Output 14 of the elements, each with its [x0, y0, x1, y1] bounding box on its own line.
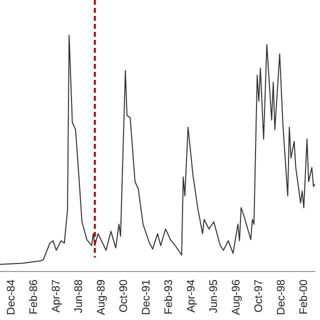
x-tick-label: Dec-84 — [5, 280, 18, 315]
x-tick-label: Feb-93 — [162, 280, 175, 314]
x-tick-label: Feb-00 — [298, 280, 310, 314]
x-tick-label: Dec-98 — [275, 280, 288, 315]
x-tick-label: Aug-89 — [95, 280, 108, 316]
x-tick-label: Jun-88 — [72, 280, 85, 314]
x-tick-label: Apr-94 — [185, 280, 198, 313]
x-tick-label: Feb-86 — [28, 280, 40, 314]
x-tick-label: Oct-97 — [252, 280, 265, 313]
x-tick-label: Oct-90 — [118, 280, 130, 313]
x-tick-label: Dec-91 — [140, 280, 152, 315]
x-tick-label: Jun-95 — [208, 280, 220, 314]
x-tick-label: Aug-96 — [230, 280, 242, 316]
x-tick-label: Apr-87 — [50, 280, 62, 313]
